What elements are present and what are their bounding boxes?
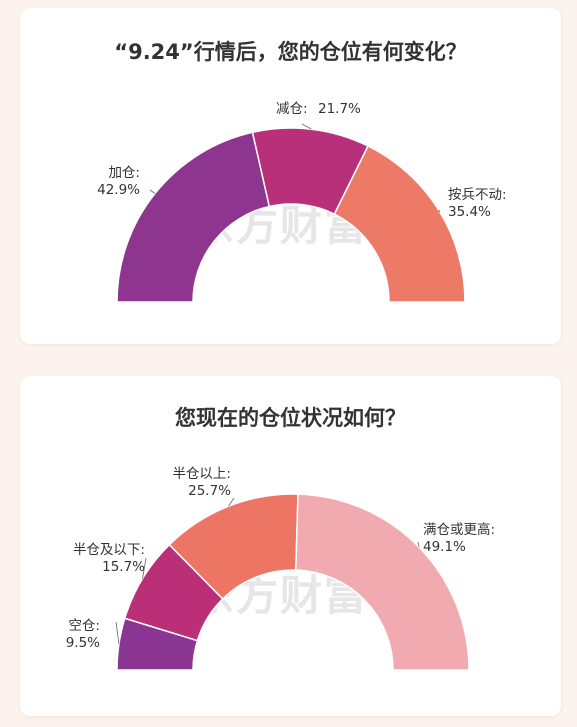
slice-value-label: 42.9% (97, 182, 140, 198)
slice-value-label: 25.7% (188, 483, 231, 499)
slice-category-label: 半仓及以下: (73, 542, 145, 558)
pie-slice (295, 493, 470, 671)
chart-card-position-change: “9.24”行情后，您的仓位有何变化？ 东方财富 加仓: 42.9% 减仓: 21.7… (20, 8, 561, 344)
chart-card-current-position: 您现在的仓位状况如何？ 东方财富 空仓: 9.5% 半仓及以下: 15.7% 半仓以上:… (20, 376, 561, 716)
pie-slice (333, 144, 466, 303)
slice-value-label: 35.4% (448, 204, 491, 220)
leader-line (228, 497, 235, 507)
chart-title: “9.24”行情后，您的仓位有何变化？ (114, 40, 467, 64)
leader-line (438, 209, 441, 213)
slice-category-label: 按兵不动: (448, 187, 507, 203)
slice-category-label: 加仓: (108, 165, 140, 181)
half-donut-chart: 加仓:42.9% 减仓: 21.7% 按兵不动:35.4% (97, 101, 507, 303)
slice-value-label: 21.7% (318, 101, 361, 117)
slice-category-label: 满仓或更高: (423, 521, 495, 538)
leader-line (301, 123, 312, 130)
half-donut-chart: 空仓:9.5% 半仓及以下:15.7% 半仓以上:25.7% 满仓或更高:49.1% (66, 466, 495, 671)
slice-value-label: 9.5% (66, 635, 100, 651)
pie-slice (116, 131, 271, 303)
leader-line (115, 621, 120, 644)
slice-category-label: 空仓: (68, 618, 100, 634)
slice-category-label: 半仓以上: (172, 466, 231, 482)
leader-line (417, 541, 420, 548)
slice-category-label: 减仓: (276, 101, 308, 117)
slice-value-label: 15.7% (102, 559, 145, 575)
leader-line (142, 557, 147, 579)
chart-title: 您现在的仓位状况如何？ (175, 406, 406, 430)
leader-line (149, 189, 156, 194)
slice-value-label: 49.1% (423, 539, 466, 555)
